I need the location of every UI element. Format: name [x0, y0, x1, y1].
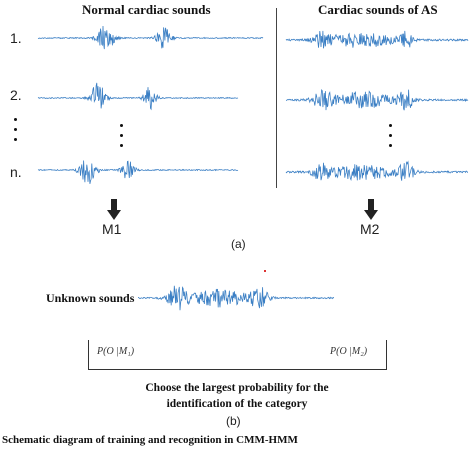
prob-right: P(O |M₂) [330, 346, 368, 357]
small-red-mark [264, 270, 266, 272]
as-waveform-1 [285, 30, 469, 49]
bracket-bottom [88, 369, 387, 370]
panel-a-label: (a) [231, 237, 246, 251]
row-label-n: n. [10, 164, 22, 180]
right-ellipsis-dots [389, 124, 392, 154]
normal-waveform-n [37, 160, 239, 184]
row-label-1: 1. [10, 30, 22, 46]
bracket-left [88, 340, 89, 370]
left-ellipsis-dots [14, 118, 17, 148]
model-label-m1: M1 [102, 221, 122, 237]
panel-b-label: (b) [226, 414, 241, 428]
middle-ellipsis-dots [120, 124, 123, 154]
figure-caption-fragment: Schematic diagram of training and recogn… [2, 434, 298, 446]
arrow-down-icon-m1 [107, 199, 121, 220]
arrow-down-icon-m2 [364, 199, 378, 220]
model-label-m2: M2 [360, 221, 380, 237]
choose-text-line2: identification of the category [166, 398, 308, 410]
choose-text-line1: Choose the largest probability for the [145, 382, 329, 394]
as-waveform-2 [285, 89, 469, 111]
unknown-sounds-label: Unknown sounds [46, 291, 135, 305]
normal-waveform-2 [37, 82, 239, 111]
prob-left: P(O |M₁) [97, 346, 135, 357]
bracket-right [386, 340, 387, 370]
normal-waveform-1 [37, 25, 264, 50]
row-label-2: 2. [10, 87, 22, 103]
unknown-waveform [138, 285, 335, 311]
panel-divider [276, 8, 277, 188]
as-sounds-header: Cardiac sounds of AS [318, 2, 438, 17]
normal-sounds-header: Normal cardiac sounds [82, 2, 211, 17]
as-waveform-n [285, 160, 469, 181]
